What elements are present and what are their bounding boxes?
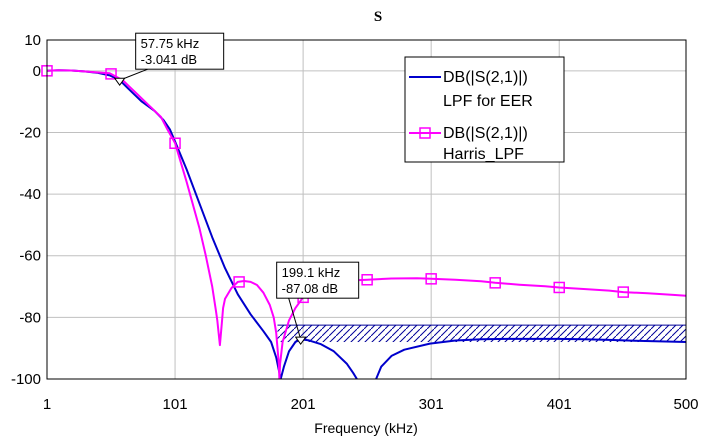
series-marker-1 bbox=[425, 273, 437, 285]
annotation-box bbox=[135, 32, 225, 70]
legend: DB(|S(2,1)|) LPF for EER DB(|S(2,1)|) Ha… bbox=[404, 56, 565, 163]
y-tick-label: 10 bbox=[24, 32, 41, 49]
y-tick-label: -40 bbox=[19, 186, 41, 203]
y-tick-label: -60 bbox=[19, 248, 41, 265]
legend-label-eer-line1: DB(|S(2,1)|) bbox=[443, 69, 528, 86]
hatched-area bbox=[277, 325, 686, 343]
x-tick-label: 301 bbox=[419, 396, 444, 413]
plot-frame bbox=[46, 39, 687, 380]
series-line-0 bbox=[375, 337, 686, 379]
annotation-marker bbox=[113, 77, 126, 87]
x-tick-label: 500 bbox=[673, 396, 698, 413]
y-tick-label: -80 bbox=[19, 309, 41, 326]
y-tick-label: -20 bbox=[19, 124, 41, 141]
series-marker-1 bbox=[361, 274, 373, 286]
legend-label-harris-line1: DB(|S(2,1)|) bbox=[443, 125, 528, 142]
annotation-level: -3.041 dB bbox=[141, 52, 197, 67]
series-marker-1 bbox=[169, 137, 181, 149]
annotation-marker bbox=[294, 336, 307, 346]
x-tick-label: 401 bbox=[547, 396, 572, 413]
y-tick-labels: 10 0 -20 -40 -60 -80 -100 bbox=[11, 32, 41, 388]
series-marker-1 bbox=[553, 281, 565, 294]
series-marker-1 bbox=[233, 276, 245, 288]
legend-box bbox=[404, 56, 565, 163]
series-line-1 bbox=[47, 69, 686, 379]
annotation-frequency: 199.1 kHz bbox=[282, 265, 341, 280]
plot-border bbox=[46, 39, 687, 380]
annotation-box bbox=[276, 261, 360, 299]
annotation-frequency: 57.75 kHz bbox=[141, 36, 200, 51]
y-tick-label: -100 bbox=[11, 371, 41, 388]
series-line-0 bbox=[47, 69, 358, 379]
legend-label-eer-line2: LPF for EER bbox=[443, 93, 533, 110]
x-tick-label: 101 bbox=[163, 396, 188, 413]
series-marker-1 bbox=[617, 286, 630, 298]
x-axis-label: Frequency (kHz) bbox=[314, 420, 417, 436]
annotation-level: -87.08 dB bbox=[282, 281, 338, 296]
y-tick-label: 0 bbox=[33, 63, 41, 80]
legend-label-harris-line2: Harris_LPF bbox=[443, 146, 524, 163]
x-tick-label: 1 bbox=[43, 396, 51, 413]
x-tick-label: 201 bbox=[291, 396, 316, 413]
series-lines bbox=[47, 69, 686, 379]
annotations: 57.75 kHz-3.041 dB 199.1 kHz-87.08 dB bbox=[113, 32, 360, 346]
series-marker-1 bbox=[489, 277, 501, 289]
hatched-region bbox=[277, 324, 686, 343]
series-marker-1 bbox=[105, 68, 117, 80]
chart-title: S bbox=[374, 9, 382, 25]
annotation-leader bbox=[288, 298, 302, 340]
legend-marker-harris bbox=[419, 127, 431, 139]
x-tick-labels: 1 101 201 301 401 500 bbox=[43, 396, 699, 413]
